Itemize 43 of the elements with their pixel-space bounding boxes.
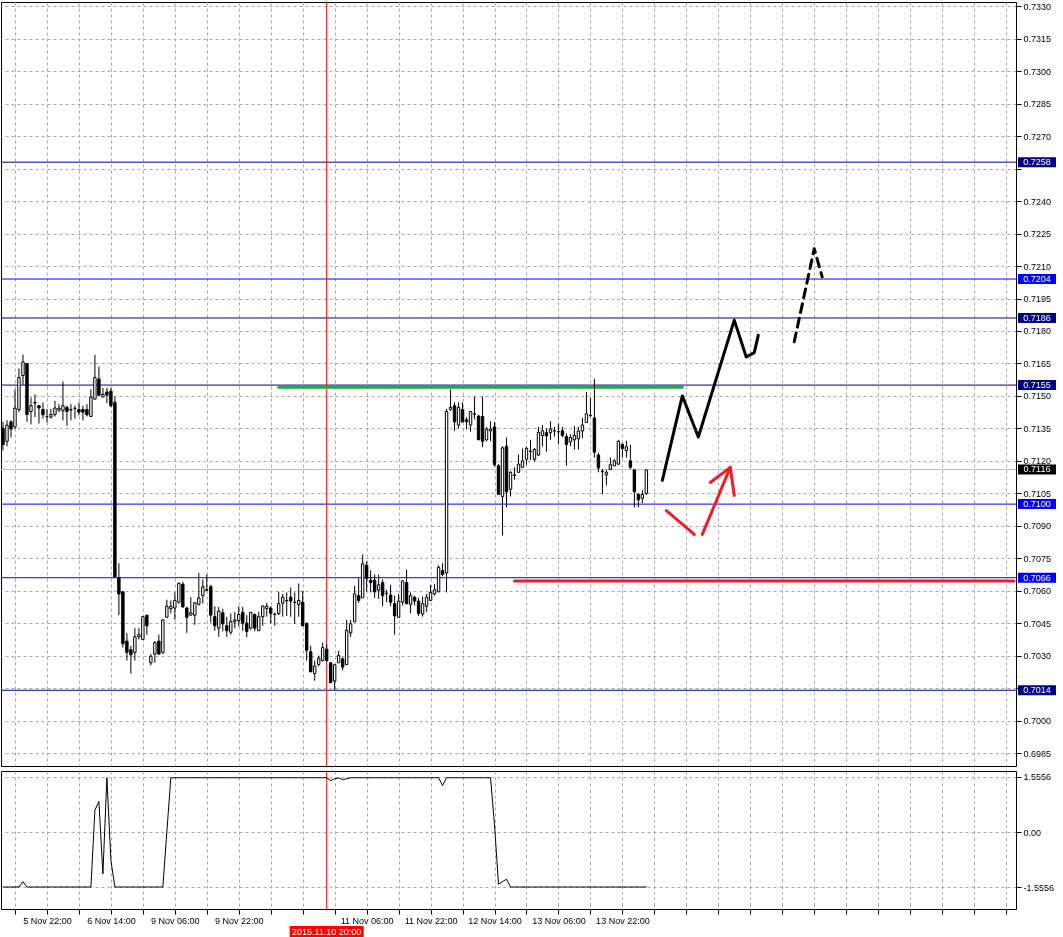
x-tick-label: 9 Nov 06:00 xyxy=(151,915,200,926)
y-tick-label: 0.7315 xyxy=(1023,34,1052,45)
y-tick-label: 0.7180 xyxy=(1023,326,1052,337)
y-tick-label: 0.6985 xyxy=(1023,748,1052,759)
y-tick-label: 0.7330 xyxy=(1023,1,1052,12)
y-tick-label: 0.7285 xyxy=(1023,99,1052,110)
ref-line-label: 0.7155 xyxy=(1023,380,1051,391)
y-tick-label: 0.7150 xyxy=(1023,391,1052,402)
x-tick-label: 13 Nov 06:00 xyxy=(532,915,586,926)
x-tick-label: 12 Nov 14:00 xyxy=(468,915,522,926)
y-tick-label: 0.7000 xyxy=(1023,716,1052,727)
ref-line-label: 0.7186 xyxy=(1023,312,1051,323)
y-tick-label: 0.7165 xyxy=(1023,358,1052,369)
y-tick-label: 0.7030 xyxy=(1023,651,1052,662)
y-tick-label: 1.5556 xyxy=(1023,772,1052,783)
y-tick-label: 0.7210 xyxy=(1023,261,1052,272)
y-tick-label: 0.7120 xyxy=(1023,456,1052,467)
ref-line-label: 0.7258 xyxy=(1023,157,1051,168)
x-tick-label: 11 Nov 22:00 xyxy=(404,915,458,926)
y-tick-label: 0.7135 xyxy=(1023,423,1052,434)
ref-line-label: 0.7204 xyxy=(1023,274,1051,285)
y-tick-label: 0.7045 xyxy=(1023,618,1052,629)
x-tick-label: 2015.11.10 20:00 xyxy=(291,927,362,937)
ref-line-label: 0.7014 xyxy=(1023,685,1051,696)
y-tick-label: 0.7090 xyxy=(1023,521,1052,532)
y-tick-label: -1.5556 xyxy=(1023,882,1055,893)
x-tick-label: 13 Nov 22:00 xyxy=(596,915,650,926)
y-tick-label: 0.7270 xyxy=(1023,131,1052,142)
y-tick-label: 0.00 xyxy=(1023,827,1042,838)
ref-line-label: 0.7100 xyxy=(1023,499,1051,510)
y-tick-label: 0.7225 xyxy=(1023,229,1052,240)
y-tick-label: 0.7105 xyxy=(1023,488,1052,499)
y-tick-label: 0.7240 xyxy=(1023,196,1052,207)
y-tick-label: 0.7300 xyxy=(1023,66,1052,77)
x-tick-label: 9 Nov 22:00 xyxy=(214,915,264,926)
y-tick-label: 0.7195 xyxy=(1023,294,1052,305)
y-tick-label: 0.7060 xyxy=(1023,586,1052,597)
x-tick-label: 11 Nov 06:00 xyxy=(340,915,394,926)
x-tick-label: 5 Nov 22:00 xyxy=(23,915,72,926)
ref-line-label: 0.7066 xyxy=(1023,572,1051,583)
ref-line-label: 0.7116 xyxy=(1023,464,1051,475)
x-tick-label: 6 Nov 14:00 xyxy=(87,915,136,926)
y-tick-label: 0.7075 xyxy=(1023,553,1052,564)
